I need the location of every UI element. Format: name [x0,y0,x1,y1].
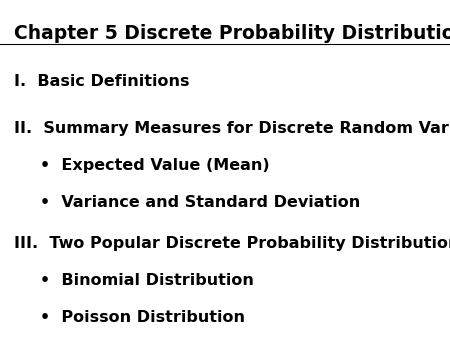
Text: •  Poisson Distribution: • Poisson Distribution [40,310,246,325]
Text: II.  Summary Measures for Discrete Random Variable: II. Summary Measures for Discrete Random… [14,121,450,136]
Text: •  Expected Value (Mean): • Expected Value (Mean) [40,158,270,173]
Text: I.  Basic Definitions: I. Basic Definitions [14,74,189,89]
Text: III.  Two Popular Discrete Probability Distributions: III. Two Popular Discrete Probability Di… [14,236,450,251]
Text: Chapter 5 Discrete Probability Distribution: Chapter 5 Discrete Probability Distribut… [14,24,450,43]
Text: •  Variance and Standard Deviation: • Variance and Standard Deviation [40,195,361,210]
Text: •  Binomial Distribution: • Binomial Distribution [40,273,254,288]
